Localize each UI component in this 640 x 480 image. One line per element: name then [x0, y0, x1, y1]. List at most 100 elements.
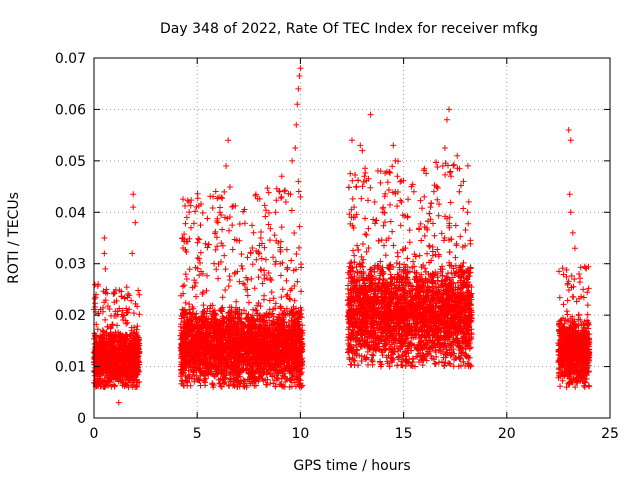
- data-point: [288, 207, 295, 214]
- data-point: [128, 297, 135, 304]
- data-point: [114, 308, 121, 315]
- data-point: [100, 370, 107, 377]
- data-point: [236, 220, 243, 227]
- data-point: [94, 326, 101, 333]
- data-point: [212, 188, 219, 195]
- data-point: [134, 332, 141, 339]
- data-point: [133, 364, 140, 371]
- data-point: [123, 336, 130, 343]
- data-point: [197, 249, 204, 256]
- data-point: [109, 349, 116, 356]
- data-point: [209, 381, 216, 388]
- data-point: [215, 275, 222, 282]
- data-point: [130, 310, 137, 317]
- data-point: [212, 246, 219, 253]
- data-point: [129, 383, 136, 390]
- data-point: [295, 188, 302, 195]
- data-point: [108, 359, 115, 366]
- data-point: [99, 358, 106, 365]
- data-point: [124, 364, 131, 371]
- data-point: [115, 329, 122, 336]
- data-point: [107, 325, 114, 332]
- data-point: [242, 286, 249, 293]
- data-point: [99, 334, 106, 341]
- data-point: [238, 251, 245, 258]
- data-point: [222, 287, 229, 294]
- data-point: [107, 342, 114, 349]
- data-point: [120, 380, 127, 387]
- data-point: [296, 223, 303, 230]
- data-point: [123, 305, 130, 312]
- data-point: [111, 299, 118, 306]
- data-point: [115, 378, 122, 385]
- data-point: [93, 346, 100, 353]
- data-point: [99, 327, 106, 334]
- data-point: [101, 299, 108, 306]
- data-point: [128, 342, 135, 349]
- data-point: [101, 343, 108, 350]
- data-point: [115, 334, 122, 341]
- data-point: [182, 202, 189, 209]
- data-point: [110, 366, 117, 373]
- data-point: [179, 283, 186, 290]
- data-point: [221, 188, 228, 195]
- data-point: [226, 227, 233, 234]
- data-point: [123, 358, 130, 365]
- data-point: [199, 209, 206, 216]
- data-point: [129, 343, 136, 350]
- data-point: [186, 266, 193, 273]
- data-point: [126, 351, 133, 358]
- data-point: [253, 256, 260, 263]
- data-point: [118, 339, 125, 346]
- data-point: [134, 371, 141, 378]
- data-point: [136, 378, 143, 385]
- data-point: [110, 289, 117, 296]
- data-point: [134, 340, 141, 347]
- data-point: [113, 313, 120, 320]
- data-point: [266, 209, 273, 216]
- data-point: [298, 261, 305, 268]
- data-point: [462, 226, 469, 233]
- data-point: [114, 353, 121, 360]
- data-point: [92, 304, 99, 311]
- data-point: [219, 294, 226, 301]
- data-point: [268, 289, 275, 296]
- data-point: [94, 344, 101, 351]
- data-point: [277, 238, 284, 245]
- data-point: [209, 205, 216, 212]
- data-point: [255, 274, 262, 281]
- data-point: [257, 235, 264, 242]
- data-point: [190, 220, 197, 227]
- data-point: [133, 335, 140, 342]
- data-point: [180, 196, 187, 203]
- data-point: [262, 213, 269, 220]
- data-point: [249, 261, 256, 268]
- data-point: [126, 306, 133, 313]
- data-point: [226, 183, 233, 190]
- data-point: [121, 312, 128, 319]
- data-point: [118, 361, 125, 368]
- data-point: [102, 316, 109, 323]
- data-point: [98, 342, 105, 349]
- data-point: [287, 287, 294, 294]
- data-point: [277, 272, 284, 279]
- data-point: [182, 271, 189, 278]
- data-point: [203, 287, 210, 294]
- data-point: [258, 255, 265, 262]
- data-point: [118, 293, 125, 300]
- data-point: [106, 305, 113, 312]
- data-point: [245, 299, 252, 306]
- data-point: [128, 372, 135, 379]
- data-point: [200, 302, 207, 309]
- data-point: [265, 189, 272, 196]
- data-point: [257, 229, 264, 236]
- data-point: [117, 354, 124, 361]
- data-point: [111, 290, 118, 297]
- data-point: [120, 342, 127, 349]
- data-point: [291, 297, 298, 304]
- data-point: [130, 356, 137, 363]
- data-point: [186, 209, 193, 216]
- data-point: [229, 246, 236, 253]
- data-point: [205, 241, 212, 248]
